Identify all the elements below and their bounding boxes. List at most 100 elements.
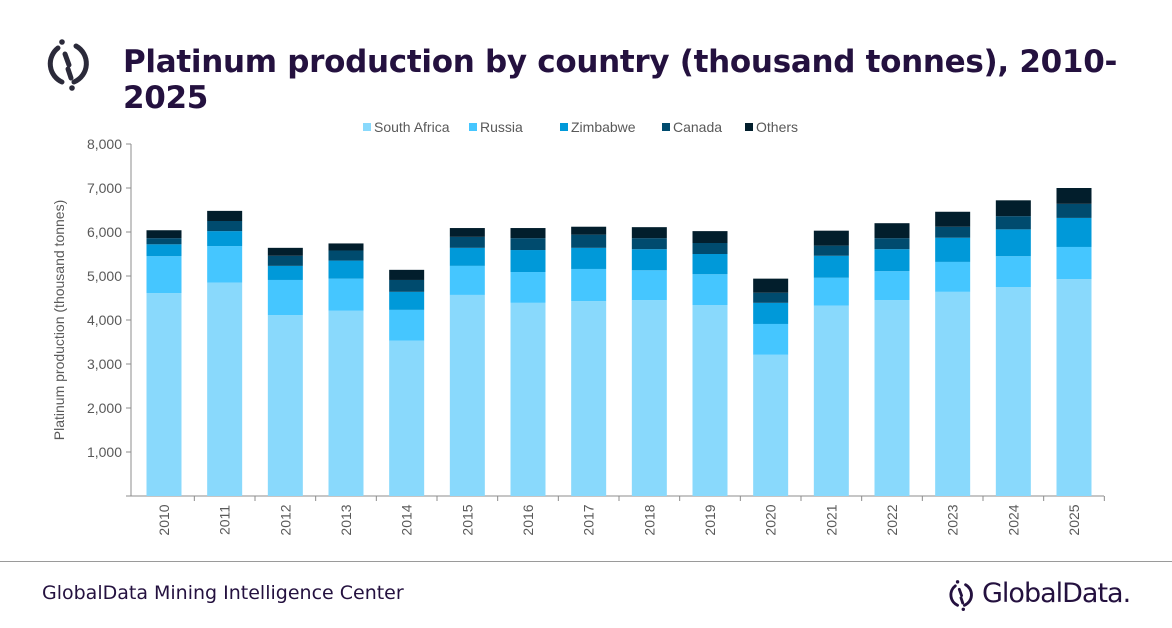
bar-zimbabwe-2014 [389, 291, 425, 310]
bar-zimbabwe-2022 [874, 249, 910, 272]
bar-russia-2014 [389, 309, 425, 341]
bar-south-africa-2010 [146, 293, 182, 496]
bar-zimbabwe-2025 [1056, 217, 1092, 247]
bar-canada-2022 [874, 238, 910, 250]
x-tick-label: 2024 [1005, 504, 1021, 535]
bar-others-2013 [328, 243, 364, 251]
bar-south-africa-2011 [207, 282, 243, 496]
bar-russia-2025 [1056, 246, 1092, 280]
bar-others-2021 [813, 230, 849, 246]
bar-south-africa-2021 [813, 305, 849, 496]
bar-russia-2023 [935, 261, 971, 292]
bar-zimbabwe-2015 [449, 247, 485, 266]
bar-zimbabwe-2017 [571, 247, 607, 269]
bar-south-africa-2025 [1056, 279, 1092, 496]
bar-south-africa-2017 [571, 301, 607, 496]
bar-zimbabwe-2020 [753, 302, 789, 324]
x-tick-label: 2014 [399, 504, 415, 535]
bar-canada-2010 [146, 238, 182, 245]
y-tick-label: 5,000 [87, 268, 122, 284]
x-tick-label: 2017 [581, 504, 597, 535]
bar-south-africa-2019 [692, 305, 728, 496]
bar-others-2024 [995, 200, 1031, 217]
bar-zimbabwe-2010 [146, 244, 182, 257]
bar-zimbabwe-2019 [692, 254, 728, 275]
bar-others-2023 [935, 211, 971, 227]
bar-canada-2013 [328, 250, 364, 261]
y-tick-label: 7,000 [87, 180, 122, 196]
legend-swatch-others [745, 123, 753, 131]
bar-others-2014 [389, 269, 425, 280]
bar-south-africa-2016 [510, 302, 546, 496]
stacked-bar-chart: 1,000 2,000 3,000 4,000 5,000 6,000 7,000 8,000… [51, 119, 1105, 536]
bar-south-africa-2015 [449, 294, 485, 496]
y-tick-label: 8,000 [87, 136, 122, 152]
x-tick-label: 2013 [338, 504, 354, 535]
x-tick-label: 2022 [884, 504, 900, 535]
bar-russia-2024 [995, 256, 1031, 287]
x-tick-label: 2025 [1066, 504, 1082, 535]
bar-others-2016 [510, 228, 546, 239]
bar-canada-2011 [207, 221, 243, 232]
legend-swatch-russia [469, 123, 477, 131]
bar-south-africa-2012 [267, 315, 303, 496]
x-tick-label: 2018 [641, 504, 657, 535]
bar-russia-2021 [813, 277, 849, 306]
legend-label: Canada [673, 119, 722, 135]
legend-label: Others [756, 119, 798, 135]
legend-label: Russia [480, 119, 523, 135]
bar-canada-2014 [389, 279, 425, 292]
bar-russia-2012 [267, 279, 303, 316]
bar-russia-2013 [328, 278, 364, 311]
bar-south-africa-2022 [874, 300, 910, 496]
bar-zimbabwe-2016 [510, 250, 546, 273]
chart-title: Platinum production by country (thousand… [123, 44, 1118, 116]
globaldata-brand: GlobalData. [982, 578, 1131, 609]
bar-others-2012 [267, 247, 303, 256]
x-tick-label: 2011 [217, 505, 233, 535]
bar-russia-2020 [753, 323, 789, 355]
globaldata-footer-logo-icon [949, 580, 973, 611]
bar-zimbabwe-2024 [995, 229, 1031, 257]
legend-swatch-zimbabwe [560, 123, 568, 131]
bar-canada-2018 [631, 238, 667, 250]
bar-zimbabwe-2021 [813, 255, 849, 278]
bar-zimbabwe-2011 [207, 231, 243, 247]
y-tick-label: 1,000 [87, 444, 122, 460]
footer-divider [0, 561, 1172, 562]
x-tick-label: 2020 [763, 504, 779, 535]
bar-russia-2016 [510, 272, 546, 303]
bar-russia-2010 [146, 256, 182, 294]
bar-others-2022 [874, 223, 910, 239]
bar-zimbabwe-2012 [267, 265, 303, 280]
bar-others-2019 [692, 231, 728, 243]
legend-swatch-south-africa [363, 123, 371, 131]
bar-others-2017 [571, 226, 607, 235]
x-tick-label: 2021 [823, 504, 839, 535]
bar-others-2015 [449, 228, 485, 237]
x-tick-label: 2010 [156, 504, 172, 535]
bar-zimbabwe-2013 [328, 260, 364, 279]
x-tick-label: 2016 [520, 504, 536, 535]
legend-swatch-canada [662, 123, 670, 131]
bar-south-africa-2014 [389, 340, 425, 496]
bar-canada-2021 [813, 245, 849, 256]
bar-canada-2012 [267, 255, 303, 266]
bar-canada-2019 [692, 243, 728, 254]
bar-south-africa-2024 [995, 287, 1031, 496]
bar-canada-2023 [935, 226, 971, 238]
bar-others-2011 [207, 210, 243, 221]
bar-others-2025 [1056, 188, 1092, 204]
bar-russia-2019 [692, 274, 728, 306]
bar-canada-2017 [571, 234, 607, 248]
x-tick-label: 2023 [945, 504, 961, 535]
bar-south-africa-2020 [753, 354, 789, 496]
bar-canada-2024 [995, 216, 1031, 230]
bar-canada-2025 [1056, 203, 1092, 218]
bar-russia-2017 [571, 268, 607, 302]
bar-south-africa-2018 [631, 300, 667, 496]
bar-others-2020 [753, 278, 789, 293]
x-tick-label: 2012 [277, 504, 293, 535]
bar-russia-2015 [449, 265, 485, 295]
bar-zimbabwe-2018 [631, 249, 667, 271]
